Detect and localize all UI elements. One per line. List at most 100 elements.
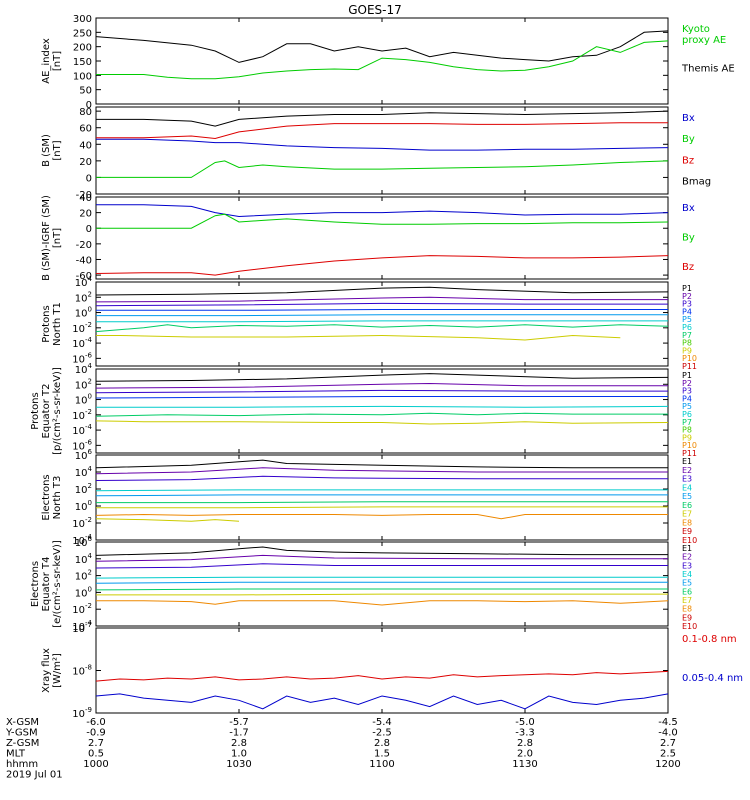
x-row-label: Y-GSM [5, 728, 38, 739]
legend-entry: Bmag [682, 177, 711, 188]
y-tick-label: 40 [79, 193, 92, 204]
series-line-2 [95, 563, 668, 569]
legend-entry: P11 [682, 362, 697, 371]
x-row-value: -2.5 [372, 728, 392, 739]
legend-entry: E3 [682, 561, 692, 570]
legend-entry: E8 [682, 518, 692, 527]
y-tick-label: -60 [76, 271, 92, 282]
legend-entry: Bz [682, 262, 694, 273]
y-tick-label: 100 [73, 71, 92, 82]
series-line-0 [95, 373, 669, 382]
y-tick-label: 106 [75, 448, 93, 462]
y-axis-label: ElectronsNorth T3 [41, 474, 63, 520]
series-line-3 [96, 160, 669, 178]
x-row-value: 2.0 [517, 749, 533, 760]
series-line-2 [95, 389, 668, 394]
series-line-1 [96, 40, 669, 80]
y-tick-label: 10-2 [72, 321, 92, 335]
y-tick-label: 10-2 [72, 602, 92, 616]
panel-1: -20 0 20 40 60 80 B (SM)[nT] Bx By Bz Bmag [41, 106, 711, 201]
legend-entry: Bx [682, 113, 695, 124]
x-row-value: -4.5 [658, 717, 678, 728]
series-line-5 [96, 501, 668, 504]
x-row-value: -6.0 [86, 717, 106, 728]
legend-entry: 0.1-0.8 nm [682, 634, 737, 645]
y-tick-label: 102 [75, 290, 92, 304]
x-row-value: -3.3 [515, 728, 535, 739]
y-axis-label: B (SM)[nT] [41, 134, 63, 167]
series-line-1 [96, 213, 669, 229]
x-row-value: 2.5 [660, 749, 676, 760]
y-axis-label: AE_index[nT] [41, 38, 63, 84]
x-row-label: hhmm [6, 759, 38, 770]
y-tick-label: 10-4 [72, 423, 92, 437]
legend-entry: P1 [682, 284, 692, 293]
y-tick-label: 104 [75, 552, 93, 566]
y-tick-label: 10-8 [72, 664, 92, 678]
y-tick-label: 60 [79, 124, 92, 135]
series-line-3 [95, 489, 668, 492]
x-date-label: 2019 Jul 01 [6, 770, 63, 781]
legend-entry: P4 [682, 394, 692, 403]
y-tick-label: 200 [73, 43, 92, 54]
x-row-value: -1.7 [229, 728, 249, 739]
y-tick-label: 0 [86, 173, 92, 184]
y-tick-label: 102 [75, 569, 92, 583]
y-tick-label: 10-4 [72, 336, 92, 350]
series-line-4 [96, 314, 668, 317]
x-row-value: 2.7 [660, 738, 676, 749]
y-tick-label: 300 [73, 14, 92, 25]
legend-entry: E8 [682, 605, 692, 614]
legend-entry: E5 [682, 492, 692, 501]
y-tick-label: 20 [79, 209, 92, 220]
y-tick-label: 0 [86, 224, 92, 235]
x-row-value: 2.7 [88, 738, 104, 749]
legend-entry: By [682, 134, 695, 145]
legend-entry: P6 [682, 410, 692, 419]
series-line-0 [95, 546, 668, 556]
y-tick-label: 20 [79, 157, 92, 168]
series-line-2 [95, 255, 669, 276]
series-line-1 [95, 382, 668, 389]
y-tick-label: 80 [79, 107, 92, 118]
legend-entry: E9 [682, 527, 692, 536]
series-line-6 [95, 324, 669, 333]
series-line-0 [95, 670, 669, 682]
legend-entry: By [682, 232, 695, 243]
x-row-value: -5.7 [229, 717, 249, 728]
chart-title: GOES-17 [348, 3, 402, 17]
series-line-3 [95, 396, 668, 399]
series-line-3 [96, 309, 668, 311]
legend-entry: E5 [682, 579, 692, 588]
series-line-3 [95, 576, 668, 579]
legend-entry: P1 [682, 371, 692, 380]
y-tick-label: 10-2 [72, 516, 92, 530]
series-line-0 [95, 286, 669, 296]
y-tick-label: -40 [76, 255, 92, 266]
legend-entry: E4 [682, 483, 692, 492]
panel-frame [95, 106, 669, 195]
x-row-value: -5.4 [372, 717, 392, 728]
x-row-value: 1.0 [231, 749, 247, 760]
series-line-7 [95, 513, 668, 520]
panel-2: -60 -40 -20 0 20 40 B (SM)-IGRF (SM)[nT] Bx By Bz [41, 193, 695, 282]
series-line-1 [95, 467, 668, 475]
legend-entry: P10 [682, 441, 697, 450]
x-row-value: -4.0 [658, 728, 678, 739]
y-tick-label: 102 [75, 482, 92, 496]
legend-entry: E10 [682, 622, 697, 631]
legend-entry: P2 [682, 379, 692, 388]
y-axis-label: Xray flux[W/m²] [41, 648, 63, 693]
y-axis-label: ProtonsEquator T2[p/(cm²-s-sr-keV)] [30, 367, 63, 455]
y-tick-label: 100 [75, 306, 92, 320]
series-line-1 [96, 122, 668, 140]
legend-entry: E9 [682, 613, 692, 622]
x-row-value: 1030 [226, 759, 251, 770]
legend-entry: P6 [682, 323, 692, 332]
legend-entry: P10 [682, 354, 697, 363]
x-row-value: 2.8 [374, 738, 390, 749]
y-tick-label: 0 [86, 100, 92, 111]
